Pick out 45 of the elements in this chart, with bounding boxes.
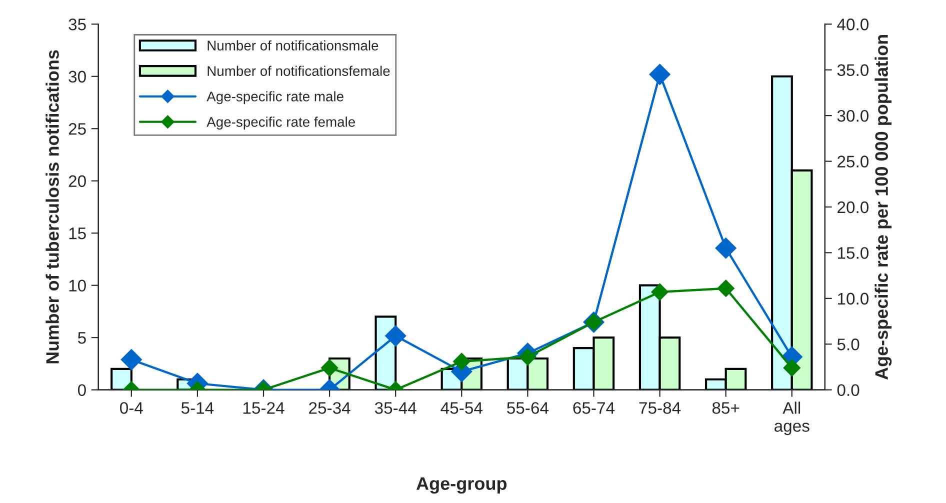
x-tick-label: 35-44 xyxy=(374,402,416,414)
y-axis-title: Number of tuberculosis notifications xyxy=(46,50,59,364)
point xyxy=(321,359,338,376)
point xyxy=(783,359,800,376)
x-tick-label: 65-74 xyxy=(573,402,615,414)
y2-tick-label: 40.0 xyxy=(837,18,869,30)
x-tick-label: 55-64 xyxy=(507,402,549,414)
y2-tick-label: 15.0 xyxy=(838,247,869,259)
legend-label: Number of notificationsfemale xyxy=(208,66,390,76)
x-tick-label: 15-24 xyxy=(243,402,284,414)
point xyxy=(649,64,670,85)
point xyxy=(120,349,142,370)
x-tick-label: 45-54 xyxy=(440,402,482,414)
point xyxy=(385,325,406,346)
legend-label: Age-specific rate female xyxy=(206,116,355,130)
y-tick-label: 20 xyxy=(68,175,86,188)
y-tick-label: 5 xyxy=(78,332,86,344)
y2-tick-label: 10.0 xyxy=(838,292,869,305)
y-tick-label: 30 xyxy=(68,70,86,83)
y-tick-label: 25 xyxy=(68,123,86,135)
point xyxy=(453,352,470,370)
x-tick-label: 75-84 xyxy=(639,402,681,414)
y2-tick-label: 25.0 xyxy=(838,156,869,168)
x-tick-label: 25-34 xyxy=(309,402,350,414)
y2-tick-label: 30.0 xyxy=(837,110,869,122)
x-tick-label: All ages xyxy=(774,402,810,436)
x-tick-label: 5-14 xyxy=(181,402,214,414)
y2-axis-title: Age-specific rate per 100 000 population xyxy=(874,35,892,380)
y-tick-label: 15 xyxy=(69,228,86,240)
legend-label: Age-specific rate male xyxy=(206,91,344,104)
y-tick-label: 0 xyxy=(78,384,86,396)
point xyxy=(651,283,668,301)
point xyxy=(519,348,536,366)
y2-tick-label: 20.0 xyxy=(838,201,869,214)
y2-tick-label: 35.0 xyxy=(837,64,869,76)
y-tick-label: 10 xyxy=(69,280,86,292)
legend-label: Number of notificationsmale xyxy=(208,40,378,51)
y2-tick-label: 0.0 xyxy=(837,384,860,396)
x-tick-label: 85+ xyxy=(712,402,740,414)
point xyxy=(717,280,734,297)
point xyxy=(715,238,736,259)
y2-tick-label: 5.0 xyxy=(837,338,860,350)
y-tick-label: 35 xyxy=(68,18,86,30)
x-axis-title: Age-group xyxy=(416,477,507,494)
x-tick-label: 0-4 xyxy=(120,402,143,414)
